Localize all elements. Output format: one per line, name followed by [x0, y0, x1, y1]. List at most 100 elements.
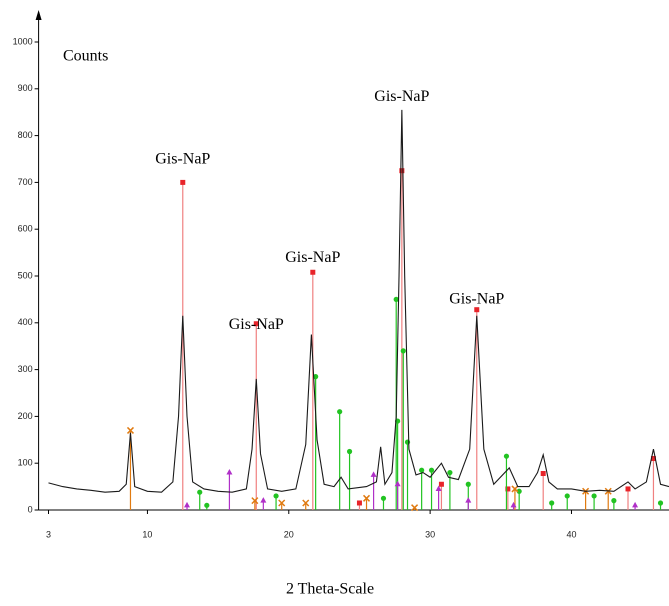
stick-marker [399, 168, 405, 174]
y-axis-label: Counts [63, 48, 108, 65]
reference-stick [197, 489, 203, 510]
y-tick-label: 700 [18, 177, 33, 187]
stick-marker [226, 469, 233, 475]
y-tick-label: 800 [18, 130, 33, 140]
reference-stick [400, 348, 406, 510]
stick-marker [273, 493, 279, 499]
peak-annotation: Gis-NaP [374, 88, 429, 105]
y-tick-label: 900 [18, 83, 33, 93]
stick-marker [204, 502, 210, 508]
stick-marker [337, 409, 343, 415]
stick-marker [380, 495, 387, 501]
stick-marker [310, 269, 316, 275]
y-tick-label: 200 [18, 411, 33, 421]
y-tick-label: 500 [18, 270, 33, 280]
reference-stick [447, 469, 453, 510]
reference-stick [260, 497, 267, 510]
stick-marker [362, 494, 371, 502]
stick-marker [393, 296, 399, 302]
x-tick-label: 30 [425, 529, 435, 539]
reference-stick [251, 497, 259, 510]
peak-annotation: Gis-NaP [285, 249, 340, 266]
stick-marker [260, 497, 267, 503]
y-tick-label: 600 [18, 224, 33, 234]
reference-stick [650, 456, 656, 510]
stick-marker [400, 348, 406, 354]
reference-stick [337, 409, 343, 510]
stick-marker [126, 426, 135, 434]
stick-marker [625, 486, 631, 492]
reference-stick [549, 500, 555, 510]
reference-stick [465, 497, 472, 510]
stick-marker [540, 470, 546, 476]
reference-stick [380, 495, 387, 510]
stick-marker [184, 501, 191, 508]
reference-stick [253, 321, 259, 510]
y-tick-label: 100 [18, 458, 33, 468]
stick-marker [465, 481, 471, 487]
reference-stick [302, 499, 310, 510]
stick-marker [465, 497, 472, 503]
reference-stick [273, 493, 279, 510]
reference-stick [126, 426, 135, 510]
stick-marker [611, 498, 617, 504]
reference-stick [591, 493, 597, 510]
stick-marker [549, 500, 555, 506]
reference-stick [438, 481, 444, 510]
reference-stick [505, 486, 511, 510]
reference-stick [611, 498, 617, 510]
reference-stick [394, 480, 401, 510]
reference-stick [503, 453, 510, 510]
stick-marker [346, 448, 353, 455]
stick-marker [447, 469, 453, 476]
x-tick-label: 3 [46, 529, 51, 539]
reference-stick [346, 448, 353, 510]
x-axis-label: 2 Theta-Scale [286, 581, 374, 598]
reference-stick [356, 500, 362, 510]
reference-stick [540, 470, 546, 510]
stick-marker [591, 493, 597, 499]
stick-marker [180, 179, 186, 185]
reference-stick [278, 499, 286, 510]
y-tick-label: 0 [28, 504, 33, 514]
reference-stick [313, 374, 319, 510]
reference-stick [419, 467, 425, 510]
reference-stick [226, 469, 233, 510]
stick-marker [370, 471, 377, 477]
x-tick-label: 20 [284, 529, 294, 539]
stick-marker [516, 488, 522, 494]
stick-marker [435, 485, 442, 491]
reference-stick [399, 168, 405, 510]
reference-stick [184, 501, 191, 510]
peak-annotation: Gis-NaP [229, 316, 284, 333]
peak-annotation: Gis-NaP [155, 151, 210, 168]
stick-marker [197, 489, 203, 495]
stick-marker [657, 500, 664, 506]
stick-marker [411, 504, 419, 512]
reference-stick [428, 467, 435, 510]
reference-stick [474, 307, 480, 510]
stick-marker [438, 481, 444, 487]
reference-stick [516, 488, 522, 510]
stick-marker [253, 321, 259, 327]
reference-stick [632, 501, 639, 510]
stick-marker [474, 307, 480, 313]
pattern-line [48, 109, 669, 493]
stick-marker [505, 486, 511, 492]
stick-marker [394, 480, 401, 487]
stick-marker [564, 493, 570, 499]
stick-marker [650, 456, 656, 462]
y-tick-label: 400 [18, 317, 33, 327]
stick-marker [419, 467, 425, 473]
stick-marker [313, 374, 319, 380]
reference-stick [625, 486, 631, 510]
stick-marker [510, 501, 517, 508]
reference-stick [564, 493, 570, 510]
stick-marker [428, 467, 435, 473]
peak-annotation: Gis-NaP [449, 291, 504, 308]
reference-stick [510, 501, 517, 510]
stick-marker [302, 499, 310, 507]
reference-stick [362, 494, 371, 510]
reference-stick [657, 500, 664, 510]
